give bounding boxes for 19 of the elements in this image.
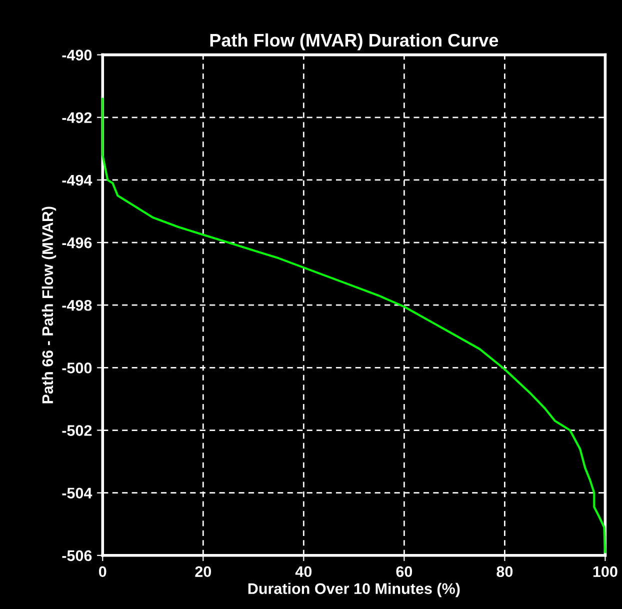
y-tick-label: -500 — [62, 362, 92, 374]
y-tick-label: -490 — [62, 50, 92, 60]
y-tick-label: -494 — [62, 174, 92, 186]
x-tick-label: 60 — [396, 566, 412, 578]
line-series — [102, 98, 606, 554]
y-tick-label: -502 — [62, 425, 92, 436]
x-tick-label: 20 — [195, 566, 212, 578]
y-tick-label: -506 — [62, 550, 92, 562]
y-tick-label: -498 — [62, 300, 92, 311]
y-axis-title: Path 66 - Path Flow (MVAR) — [42, 206, 56, 404]
x-tick-label: 80 — [496, 566, 513, 578]
x-axis-title: Duration Over 10 Minutes (%) — [248, 582, 460, 598]
x-tick-label: 0 — [98, 566, 106, 578]
x-tick-label: 40 — [295, 566, 312, 578]
y-tick-label: -496 — [62, 237, 92, 248]
x-tick-label: 100 — [593, 566, 618, 578]
chart-title: Path Flow (MVAR) Duration Curve — [210, 33, 498, 50]
y-tick-label: -504 — [62, 488, 92, 499]
y-tick-label: -492 — [62, 112, 92, 124]
